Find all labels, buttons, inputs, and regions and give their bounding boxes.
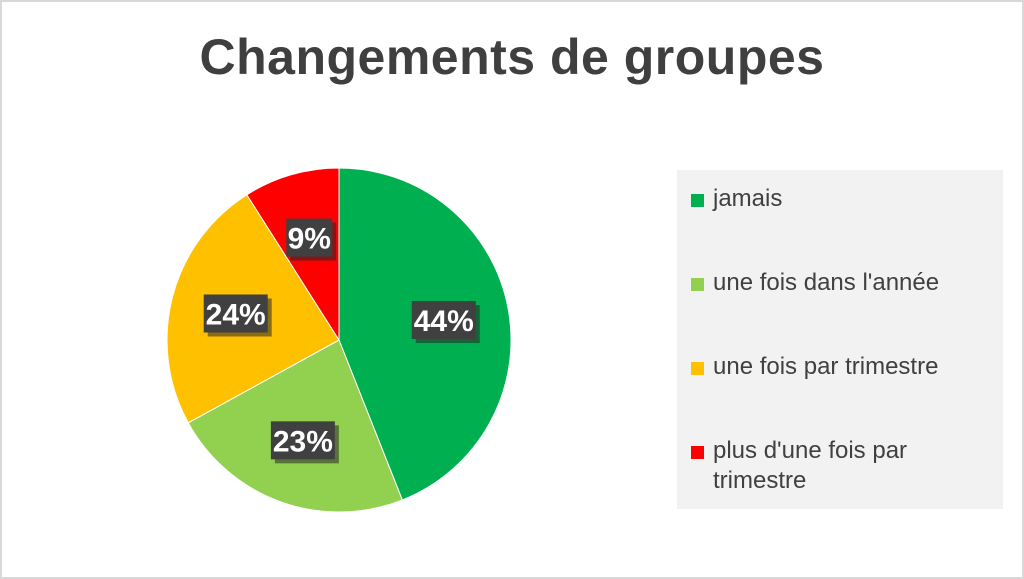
data-label-box [286, 218, 333, 257]
data-label-text: 24% [206, 298, 266, 331]
data-label-une-fois-par-trimestre: 24% [203, 294, 272, 337]
data-label-une-fois-dans-l-annee: 23% [270, 421, 339, 464]
legend-label: une fois par trimestre [713, 353, 939, 380]
legend-label: jamais [713, 185, 783, 212]
data-label-text: 9% [288, 223, 331, 256]
legend-swatch-plus-d-une-fois-par-trimestre [691, 446, 704, 459]
legend-label: une fois dans l'année [713, 269, 940, 296]
data-label-text: 44% [414, 305, 474, 338]
chart-title: Changements de groupes [199, 29, 825, 85]
legend: jamais une fois dans l'année une fois pa… [677, 170, 1003, 509]
legend-item-plus-d-une-fois-par-trimestre: plus d'une fois par trimestre [691, 436, 991, 496]
pie-data-labels: 44% 23% 24% 9% [203, 218, 480, 464]
legend-swatch-jamais [691, 194, 704, 207]
data-label-plus-d-une-fois-par-trimestre: 9% [286, 218, 337, 261]
legend-swatch-une-fois-dans-l-annee [691, 278, 704, 291]
data-label-box [203, 294, 268, 333]
legend-label: plus d'une fois par trimestre [713, 437, 908, 494]
data-label-box [270, 421, 335, 460]
legend-item-une-fois-dans-l-annee: une fois dans l'année [691, 268, 991, 298]
data-label-box [411, 301, 476, 340]
legend-swatch-une-fois-par-trimestre [691, 362, 704, 375]
data-label-jamais: 44% [411, 301, 480, 344]
legend-item-jamais: jamais [691, 184, 991, 214]
data-label-text: 23% [273, 425, 333, 458]
legend-item-une-fois-par-trimestre: une fois par trimestre [691, 352, 991, 382]
